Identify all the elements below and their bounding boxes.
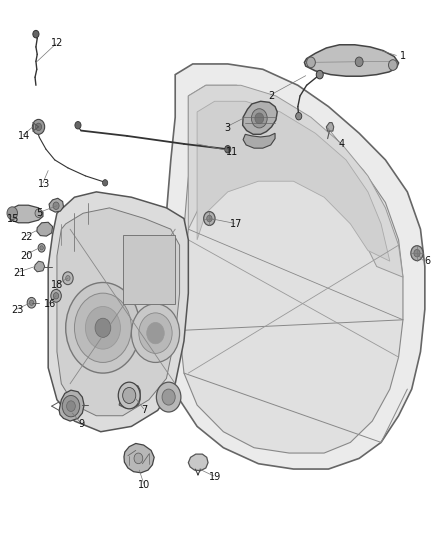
- Circle shape: [414, 249, 420, 257]
- Polygon shape: [197, 101, 390, 261]
- Polygon shape: [49, 198, 64, 212]
- Circle shape: [35, 123, 42, 131]
- Circle shape: [204, 212, 215, 225]
- Text: 16: 16: [44, 299, 57, 309]
- Circle shape: [29, 300, 34, 305]
- Polygon shape: [180, 85, 403, 453]
- Circle shape: [62, 395, 80, 417]
- Circle shape: [156, 382, 181, 412]
- Text: 19: 19: [208, 472, 221, 482]
- Text: 20: 20: [20, 251, 32, 261]
- Polygon shape: [9, 205, 43, 223]
- Circle shape: [27, 297, 36, 308]
- Circle shape: [7, 207, 18, 220]
- Circle shape: [75, 122, 81, 129]
- Circle shape: [131, 304, 180, 362]
- Polygon shape: [326, 123, 334, 131]
- Bar: [123, 235, 175, 304]
- Polygon shape: [188, 454, 208, 471]
- Text: 21: 21: [14, 268, 26, 278]
- Circle shape: [147, 322, 164, 344]
- Circle shape: [316, 70, 323, 79]
- Circle shape: [95, 318, 111, 337]
- Circle shape: [38, 244, 45, 252]
- Text: 3: 3: [225, 123, 231, 133]
- Polygon shape: [304, 45, 399, 76]
- Circle shape: [255, 113, 264, 124]
- Text: 6: 6: [424, 256, 430, 266]
- Circle shape: [134, 453, 143, 464]
- Circle shape: [411, 246, 423, 261]
- Circle shape: [40, 246, 43, 250]
- Circle shape: [139, 313, 172, 353]
- Text: 23: 23: [11, 305, 24, 315]
- Polygon shape: [37, 222, 53, 236]
- Text: 7: 7: [141, 406, 148, 415]
- Text: 4: 4: [339, 139, 345, 149]
- Polygon shape: [59, 390, 84, 421]
- Circle shape: [389, 60, 397, 70]
- Circle shape: [33, 30, 39, 38]
- Circle shape: [307, 57, 315, 68]
- Circle shape: [118, 382, 140, 409]
- Circle shape: [51, 289, 61, 302]
- Text: 10: 10: [138, 480, 151, 490]
- Circle shape: [74, 293, 131, 362]
- Text: 15: 15: [7, 214, 19, 223]
- Circle shape: [67, 401, 75, 411]
- Circle shape: [355, 57, 363, 67]
- Polygon shape: [243, 101, 277, 134]
- Circle shape: [162, 389, 175, 405]
- Circle shape: [123, 387, 136, 403]
- Text: 18: 18: [51, 280, 63, 290]
- Polygon shape: [48, 192, 188, 432]
- Polygon shape: [34, 261, 45, 272]
- Circle shape: [32, 119, 45, 134]
- Polygon shape: [188, 85, 403, 277]
- Polygon shape: [162, 64, 425, 469]
- Circle shape: [66, 282, 140, 373]
- Text: 12: 12: [51, 38, 63, 47]
- Circle shape: [66, 276, 70, 281]
- Text: 11: 11: [226, 147, 238, 157]
- Polygon shape: [124, 443, 154, 473]
- Text: 2: 2: [268, 91, 275, 101]
- Circle shape: [296, 112, 302, 120]
- Text: 1: 1: [400, 51, 406, 61]
- Circle shape: [53, 293, 59, 299]
- Circle shape: [251, 109, 267, 128]
- Circle shape: [53, 202, 59, 209]
- Text: 14: 14: [18, 131, 30, 141]
- Text: 22: 22: [20, 232, 32, 242]
- Circle shape: [207, 215, 212, 222]
- Polygon shape: [243, 133, 275, 148]
- Circle shape: [35, 209, 42, 217]
- Polygon shape: [119, 384, 140, 408]
- Circle shape: [124, 389, 135, 402]
- Polygon shape: [57, 208, 180, 416]
- Text: 5: 5: [36, 208, 42, 218]
- Circle shape: [102, 180, 108, 186]
- Text: 17: 17: [230, 219, 243, 229]
- Text: 13: 13: [38, 179, 50, 189]
- Circle shape: [225, 146, 231, 153]
- Text: 9: 9: [78, 419, 84, 429]
- Circle shape: [85, 306, 120, 349]
- Circle shape: [63, 272, 73, 285]
